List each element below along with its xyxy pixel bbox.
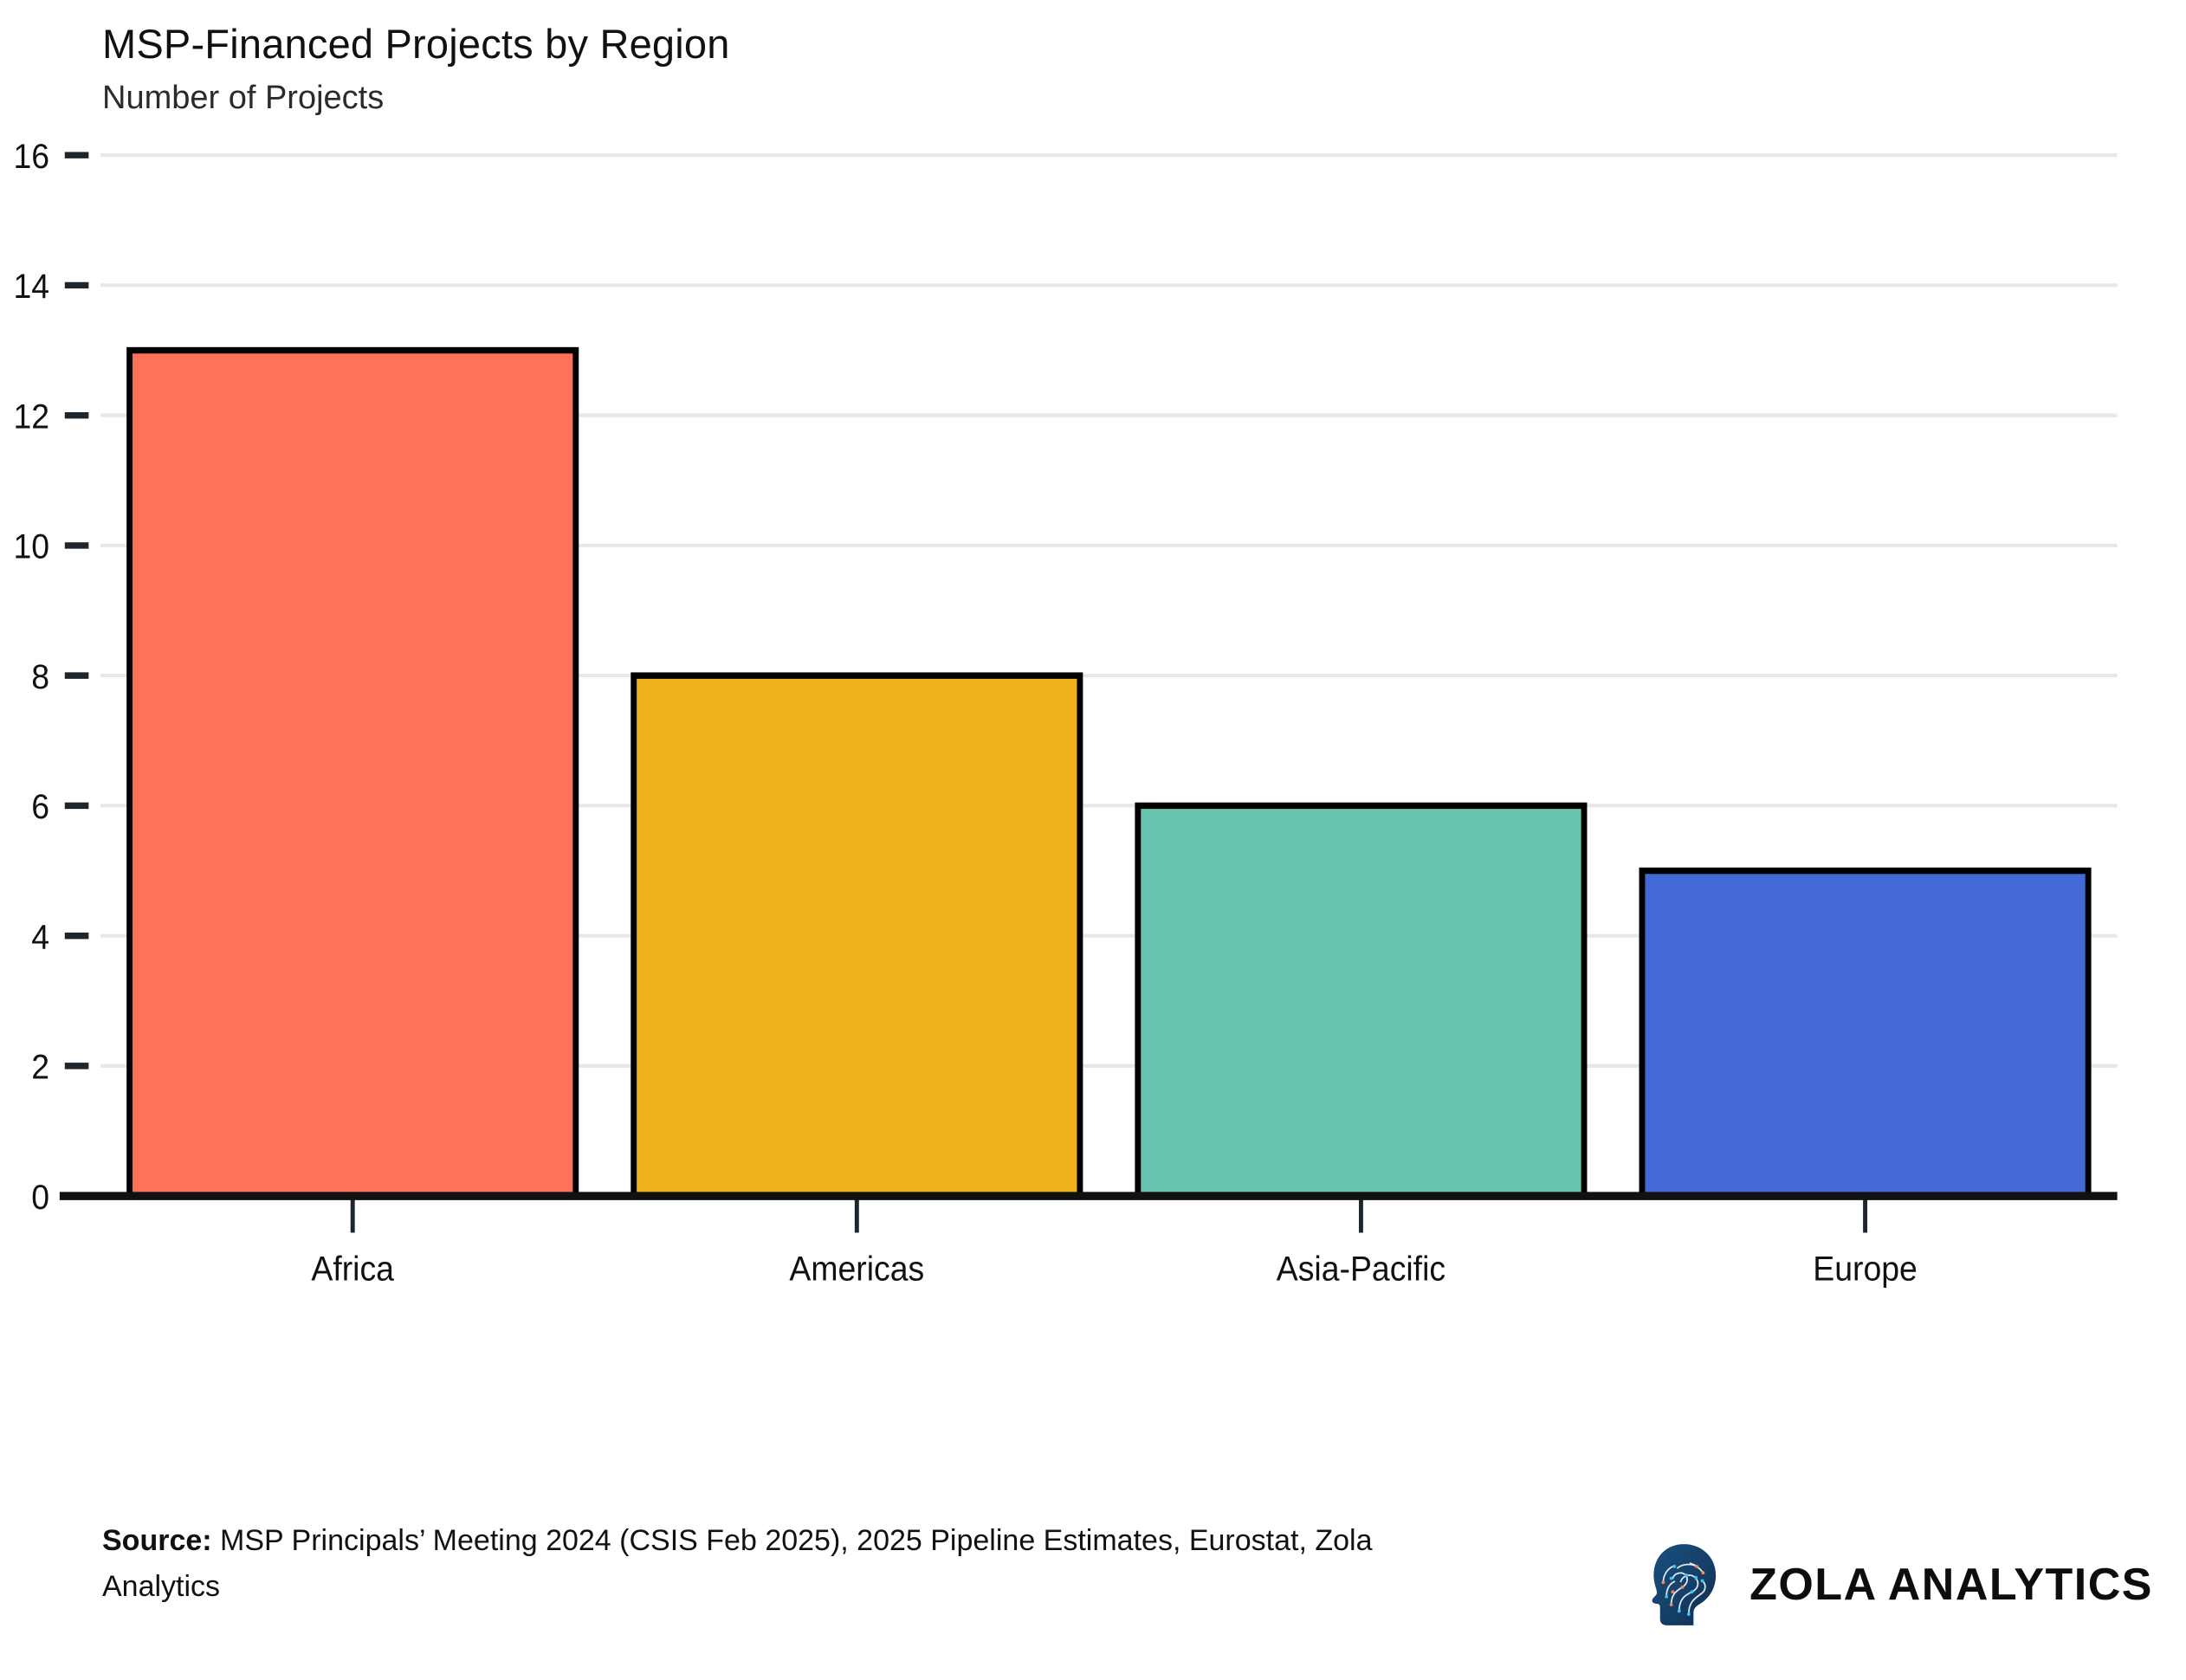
chart-subtitle: Number of Projects [102, 80, 385, 117]
x-axis-label: Asia-Pacific [1277, 1250, 1445, 1289]
y-axis-label: 2 [31, 1048, 49, 1087]
plot-area: 0 2 4 6 8 10 12 14 16 Africa Americas Asia-Pacific E… [0, 137, 2151, 1494]
y-axis-label: 12 [13, 397, 49, 436]
bar-africa[interactable] [126, 346, 579, 1199]
x-axis-label: Africa [311, 1250, 394, 1289]
x-axis-label: Americas [789, 1250, 924, 1289]
bar-americas[interactable] [631, 672, 1083, 1199]
y-axis-label: 10 [13, 527, 49, 566]
brain-head-icon [1652, 1544, 1717, 1625]
y-axis-label: 8 [31, 657, 49, 696]
y-axis-label: 6 [31, 788, 49, 827]
bar-europe[interactable] [1639, 867, 2092, 1199]
source-label: Source: [102, 1524, 212, 1557]
source-note: Source: MSP Principals’ Meeting 2024 (CS… [102, 1518, 1419, 1609]
source-text: MSP Principals’ Meeting 2024 (CSIS Feb 2… [102, 1524, 1373, 1603]
y-axis-label: 14 [13, 268, 49, 307]
chart-header: MSP-Financed Projects by Region Number o… [0, 0, 2186, 118]
bar-chart-svg: 0 2 4 6 8 10 12 14 16 Africa Americas Asia-Pacific E… [13, 138, 2118, 1289]
y-axis-label: 0 [31, 1178, 49, 1217]
x-axis-label: Europe [1813, 1250, 1918, 1289]
bar-asia-pacific[interactable] [1135, 802, 1588, 1199]
brand-logo: ZOLA ANALYTICS [1647, 1518, 2162, 1627]
chart-title: MSP-Financed Projects by Region [102, 21, 730, 67]
brand-name: ZOLA ANALYTICS [1749, 1560, 2153, 1610]
y-axis-label: 4 [31, 918, 49, 957]
y-axis-label: 16 [13, 138, 49, 177]
chart-footer: Source: MSP Principals’ Meeting 2024 (CS… [0, 1494, 2186, 1680]
